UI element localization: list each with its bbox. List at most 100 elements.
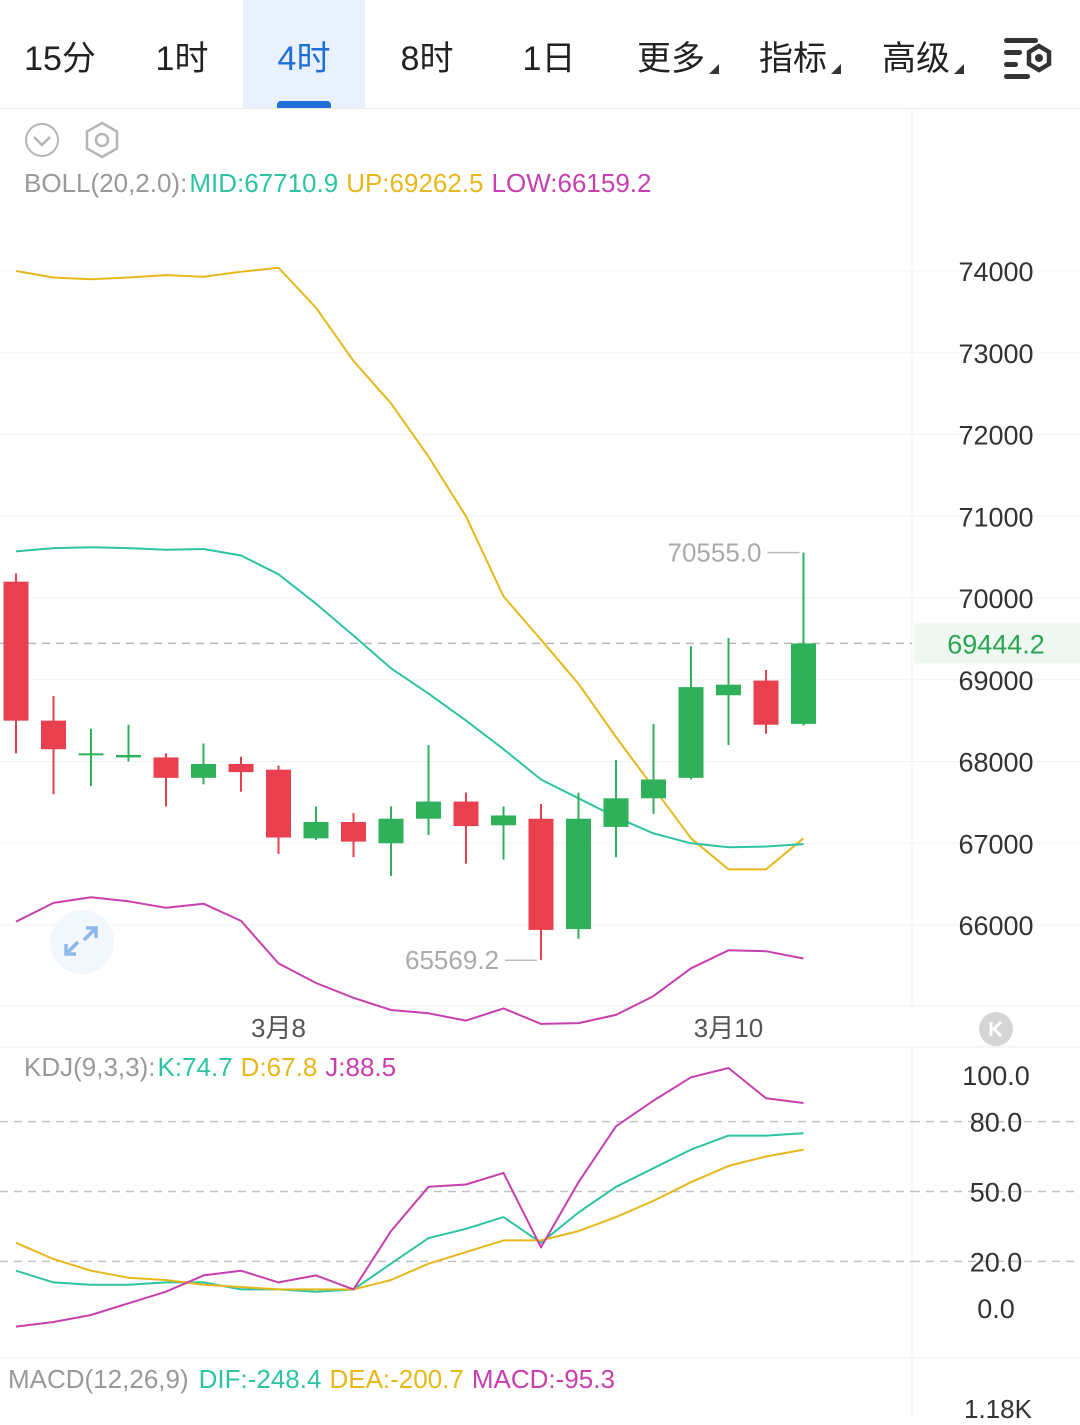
- chevron-down-circle-icon[interactable]: [24, 122, 60, 158]
- macd-dif-value: DIF:-248.4: [198, 1364, 322, 1394]
- expand-arrows-icon[interactable]: [50, 910, 114, 974]
- candle-body: [228, 763, 254, 773]
- tab-label: 15分: [24, 40, 96, 78]
- macd-macd-value: MACD:-95.3: [471, 1364, 615, 1394]
- candle-body: [678, 687, 704, 778]
- candle-body: [753, 680, 779, 725]
- candle-body: [491, 815, 516, 826]
- kdj-tick-label: 20.0: [970, 1247, 1023, 1277]
- candle-body: [78, 753, 104, 756]
- candle-body: [641, 779, 666, 799]
- candle: [453, 792, 479, 864]
- price-tick-label: 72000: [958, 421, 1033, 451]
- tab-6[interactable]: 指标: [740, 0, 860, 108]
- candle: [528, 804, 554, 961]
- kdj-tick-label: 80.0: [970, 1108, 1023, 1138]
- candle-body: [378, 818, 404, 844]
- candle: [416, 745, 441, 836]
- price-tick-label: 70000: [958, 584, 1033, 614]
- kdj-name: KDJ(9,3,3):: [24, 1052, 156, 1082]
- current-price-label-bg: [914, 623, 1080, 664]
- price-tick-label: 68000: [958, 748, 1033, 778]
- candle: [3, 573, 29, 754]
- kdj-k-value: K:74.7: [157, 1052, 233, 1082]
- candle: [153, 753, 179, 807]
- price-tick-label: 69000: [958, 666, 1033, 696]
- tab-3[interactable]: 8时: [371, 0, 483, 108]
- candle: [678, 646, 704, 780]
- candle-body: [603, 798, 629, 827]
- candle-body: [528, 818, 554, 930]
- boll-legend: BOLL(20,2.0):MID:67710.9 UP:69262.5 LOW:66…: [24, 168, 659, 199]
- boll-up-value: UP:69262.5: [346, 168, 484, 198]
- active-tab-indicator: [277, 101, 331, 108]
- caret-down-icon: [709, 64, 719, 74]
- candle-body: [266, 769, 291, 838]
- tab-label: 1时: [155, 40, 209, 78]
- candle: [116, 724, 141, 762]
- kdj-k-line: [15, 1132, 804, 1293]
- macd-legend: MACD(12,26,9) DIF:-248.4 DEA:-200.7 MACD:-9…: [8, 1364, 623, 1395]
- kdj-j-line: [15, 1067, 804, 1328]
- boll-up-line: [15, 266, 805, 871]
- candle-body: [341, 821, 366, 842]
- caret-down-icon: [954, 64, 964, 74]
- tab-1[interactable]: 1时: [126, 0, 238, 108]
- tab-label: 1日: [522, 40, 576, 78]
- macd-axis-label: 1.18K: [964, 1394, 1032, 1424]
- tab-0[interactable]: 15分: [4, 0, 116, 108]
- price-tick-label: 73000: [958, 339, 1033, 369]
- candle: [228, 756, 254, 792]
- tab-5[interactable]: 更多: [618, 0, 738, 108]
- candle-body: [3, 581, 29, 721]
- kdj-tick-label: 100.0: [962, 1061, 1030, 1091]
- candle-body: [791, 643, 816, 724]
- caret-down-icon: [831, 64, 841, 74]
- candle: [266, 765, 291, 854]
- date-label: 3月8: [251, 1013, 306, 1043]
- candle: [566, 792, 591, 939]
- high-price-label: 70555.0: [668, 538, 762, 568]
- kdj-legend: KDJ(9,3,3):K:74.7 D:67.8 J:88.5: [24, 1052, 404, 1083]
- kdj-tick-label: 50.0: [970, 1178, 1023, 1208]
- candle: [303, 806, 329, 840]
- candle-body: [566, 818, 591, 930]
- candle-body: [116, 754, 141, 758]
- candle: [791, 552, 816, 726]
- jump-to-start-icon[interactable]: [979, 1012, 1013, 1046]
- tab-7[interactable]: 高级: [863, 0, 983, 108]
- chart-settings-icon[interactable]: [1002, 36, 1056, 80]
- tab-label: 指标: [759, 40, 827, 78]
- tab-label: 更多: [637, 40, 705, 78]
- tab-2[interactable]: 4时: [243, 0, 365, 108]
- tab-label: 4时: [277, 40, 331, 78]
- candle: [378, 806, 404, 876]
- candle: [716, 638, 741, 746]
- candle: [753, 669, 779, 734]
- candle-body: [303, 821, 329, 839]
- boll-mid-value: MID:67710.9: [189, 168, 339, 198]
- candle-body: [191, 763, 216, 778]
- tab-4[interactable]: 1日: [493, 0, 605, 108]
- hexagon-gear-icon[interactable]: [82, 120, 122, 160]
- candle: [641, 723, 666, 814]
- date-label: 3月10: [694, 1013, 763, 1043]
- candle-body: [453, 801, 479, 827]
- macd-name: MACD(12,26,9): [8, 1364, 189, 1394]
- candle: [341, 813, 366, 858]
- price-tick-label: 71000: [958, 502, 1033, 532]
- candle-body: [416, 801, 441, 819]
- boll-mid-line: [15, 546, 804, 849]
- price-tick-label: 67000: [958, 829, 1033, 859]
- price-tick-label: 66000: [958, 911, 1033, 941]
- candle-body: [153, 757, 179, 778]
- boll-low-line: [15, 896, 804, 1025]
- timeframe-tab-bar: 15分 1时 4时 8时 1日 更多 指标 高级: [0, 0, 1080, 109]
- candle: [491, 806, 516, 860]
- current-price-label: 69444.2: [947, 629, 1045, 659]
- candle-body: [41, 720, 66, 750]
- candle: [41, 696, 66, 795]
- tab-label: 8时: [400, 40, 454, 78]
- macd-dea-value: DEA:-200.7: [329, 1364, 464, 1394]
